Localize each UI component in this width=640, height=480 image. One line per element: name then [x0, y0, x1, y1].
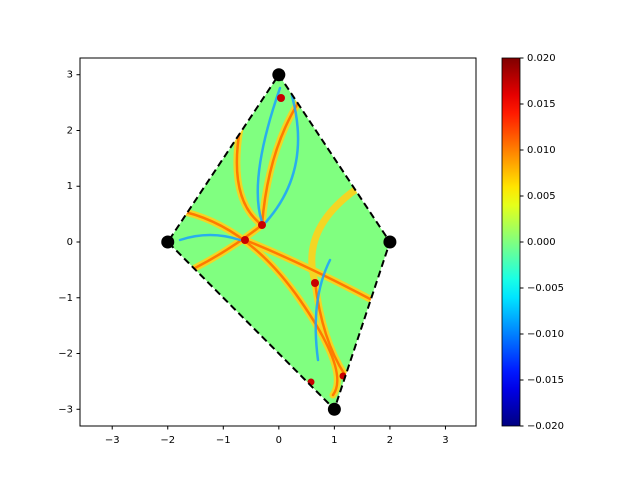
- colorbar-tick-label: −0.005: [527, 283, 564, 294]
- x-tick-label: −1: [216, 435, 231, 446]
- x-tick-label: −3: [105, 435, 120, 446]
- colorbar: [501, 57, 521, 427]
- y-tick-label: −2: [58, 349, 73, 360]
- vertex-marker: [327, 402, 341, 416]
- x-tick-label: −2: [160, 435, 175, 446]
- y-tick-label: −3: [58, 404, 73, 415]
- x-tick-label: 0: [276, 435, 282, 446]
- colorbar-tick-label: −0.010: [527, 329, 564, 340]
- colorbar-tick-label: 0.005: [527, 191, 556, 202]
- x-tick-label: 2: [387, 435, 393, 446]
- colorbar-tick-label: −0.020: [527, 421, 564, 432]
- colorbar-tick-label: 0.015: [527, 99, 556, 110]
- colorbar-tick-label: −0.015: [527, 375, 564, 386]
- y-tick-label: 2: [67, 125, 73, 136]
- colorbar-tick-label: 0.020: [527, 53, 556, 64]
- field: [167, 74, 390, 410]
- x-tick-label: 3: [442, 435, 448, 446]
- vertex-marker: [161, 235, 175, 249]
- colorbar-tick-label: 0.000: [527, 237, 556, 248]
- field-ridges: [178, 86, 376, 399]
- vertex-marker: [383, 235, 397, 249]
- y-tick-label: 1: [67, 181, 73, 192]
- field-background: [167, 74, 390, 410]
- vertex-marker: [272, 68, 286, 82]
- colorbar-tick-label: 0.010: [527, 145, 556, 156]
- y-tick-label: −1: [58, 293, 73, 304]
- y-tick-label: 3: [67, 70, 73, 81]
- y-tick-label: 0: [67, 237, 73, 248]
- x-tick-label: 1: [331, 435, 337, 446]
